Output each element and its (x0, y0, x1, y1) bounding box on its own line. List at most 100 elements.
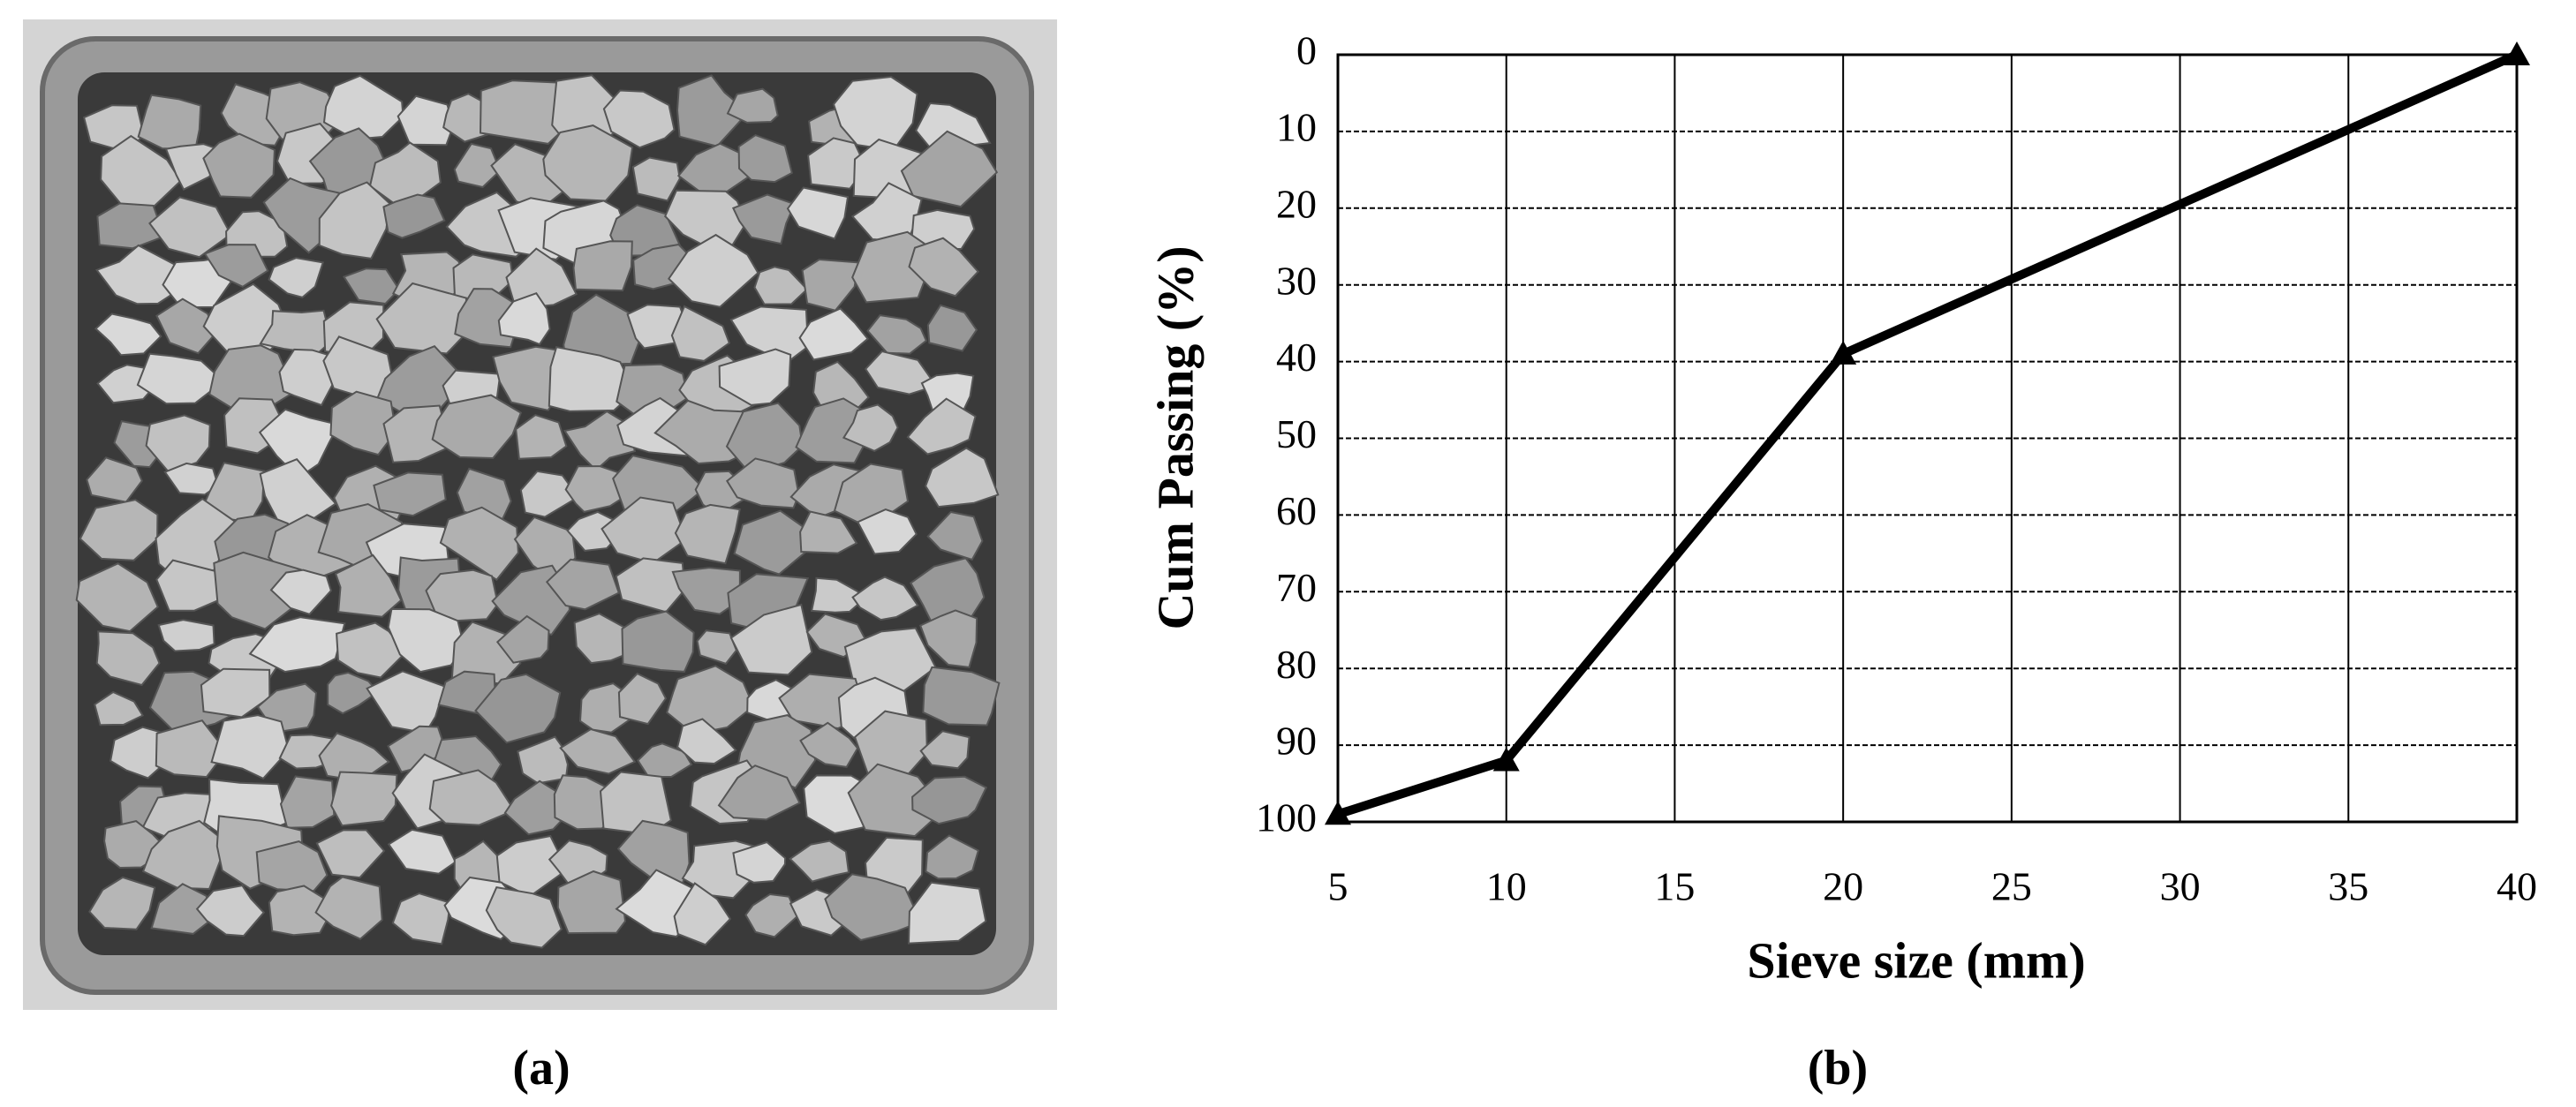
rock (314, 876, 383, 940)
y-tick-label: 30 (1276, 258, 1317, 303)
rock (517, 735, 569, 785)
rock (866, 314, 928, 355)
rock (908, 237, 979, 297)
marker (1492, 747, 1520, 772)
rock (926, 510, 984, 561)
rock (279, 775, 336, 829)
x-tick-label: 20 (1823, 864, 1863, 909)
rock (94, 244, 185, 305)
rock (676, 718, 737, 765)
rock (856, 508, 918, 555)
rock (718, 348, 792, 406)
y-tick-label: 70 (1276, 565, 1317, 610)
rock (667, 233, 759, 308)
rock (926, 304, 978, 352)
rock (269, 569, 333, 615)
rock (150, 883, 215, 935)
rock (485, 885, 563, 949)
rock (268, 257, 325, 299)
rock (382, 404, 452, 463)
x-tick-label: 40 (2497, 864, 2537, 909)
rock (789, 840, 850, 883)
rock (248, 616, 346, 674)
rock (155, 297, 218, 355)
rock (753, 266, 809, 305)
rock (798, 307, 869, 361)
rock (799, 510, 858, 554)
rock (924, 447, 1000, 508)
y-tick-label: 10 (1276, 104, 1317, 149)
rock (731, 193, 797, 245)
rock (474, 673, 562, 744)
rock (573, 613, 634, 665)
rock (329, 390, 397, 456)
rock (96, 202, 166, 250)
rock (136, 352, 225, 405)
x-tick-label: 25 (1991, 864, 2032, 909)
rock (726, 87, 779, 124)
rock (88, 876, 156, 930)
rock (95, 630, 161, 687)
rock (602, 89, 676, 149)
rock (621, 610, 695, 673)
rock (163, 462, 220, 496)
rock (148, 196, 232, 259)
rock (495, 614, 550, 664)
rock (327, 671, 380, 715)
plot-frame (1336, 53, 2519, 824)
marker (1830, 340, 1857, 365)
rock (572, 240, 633, 292)
rock (210, 714, 291, 780)
rock (195, 885, 266, 938)
rock (425, 569, 499, 622)
rock (919, 730, 971, 770)
rock (617, 672, 668, 726)
rock (497, 291, 551, 346)
data-line (1336, 50, 2519, 819)
rock (674, 503, 741, 565)
y-tick-label: 0 (1296, 28, 1317, 73)
rock (900, 130, 999, 208)
y-tick-label: 50 (1276, 411, 1317, 456)
rock (676, 74, 750, 147)
y-tick-label: 100 (1256, 795, 1317, 840)
y-axis-title: Cum Passing (%) (1146, 245, 1204, 629)
rock (559, 727, 637, 775)
rock (545, 558, 621, 611)
rock (673, 882, 732, 946)
rock (807, 137, 867, 190)
rock (315, 829, 386, 879)
rock (717, 764, 801, 821)
rock (725, 457, 800, 509)
x-tick-label: 10 (1486, 864, 1527, 909)
rock (918, 609, 978, 668)
aggregate-photo (23, 19, 1057, 1010)
rock (428, 769, 516, 826)
rock (330, 771, 398, 827)
rock (387, 828, 457, 875)
caption-a: (a) (512, 1041, 570, 1096)
rock (373, 471, 447, 517)
rock (79, 499, 159, 561)
rock (258, 408, 340, 479)
rock (322, 74, 404, 140)
rock (157, 619, 215, 652)
y-tick-label: 80 (1276, 642, 1317, 687)
rock (670, 305, 731, 362)
rock (732, 840, 787, 884)
rock (203, 244, 269, 288)
x-tick-label: 15 (1654, 864, 1695, 909)
rock (556, 870, 627, 935)
rock (907, 881, 987, 945)
rock (810, 576, 866, 614)
rock (155, 719, 221, 779)
rock (925, 834, 979, 880)
rock (387, 607, 465, 674)
rock (75, 562, 159, 633)
rock (548, 346, 636, 412)
rock (744, 892, 799, 938)
rock (342, 267, 401, 305)
x-tick-label: 35 (2328, 864, 2368, 909)
rock (847, 763, 945, 838)
rock (505, 247, 578, 310)
